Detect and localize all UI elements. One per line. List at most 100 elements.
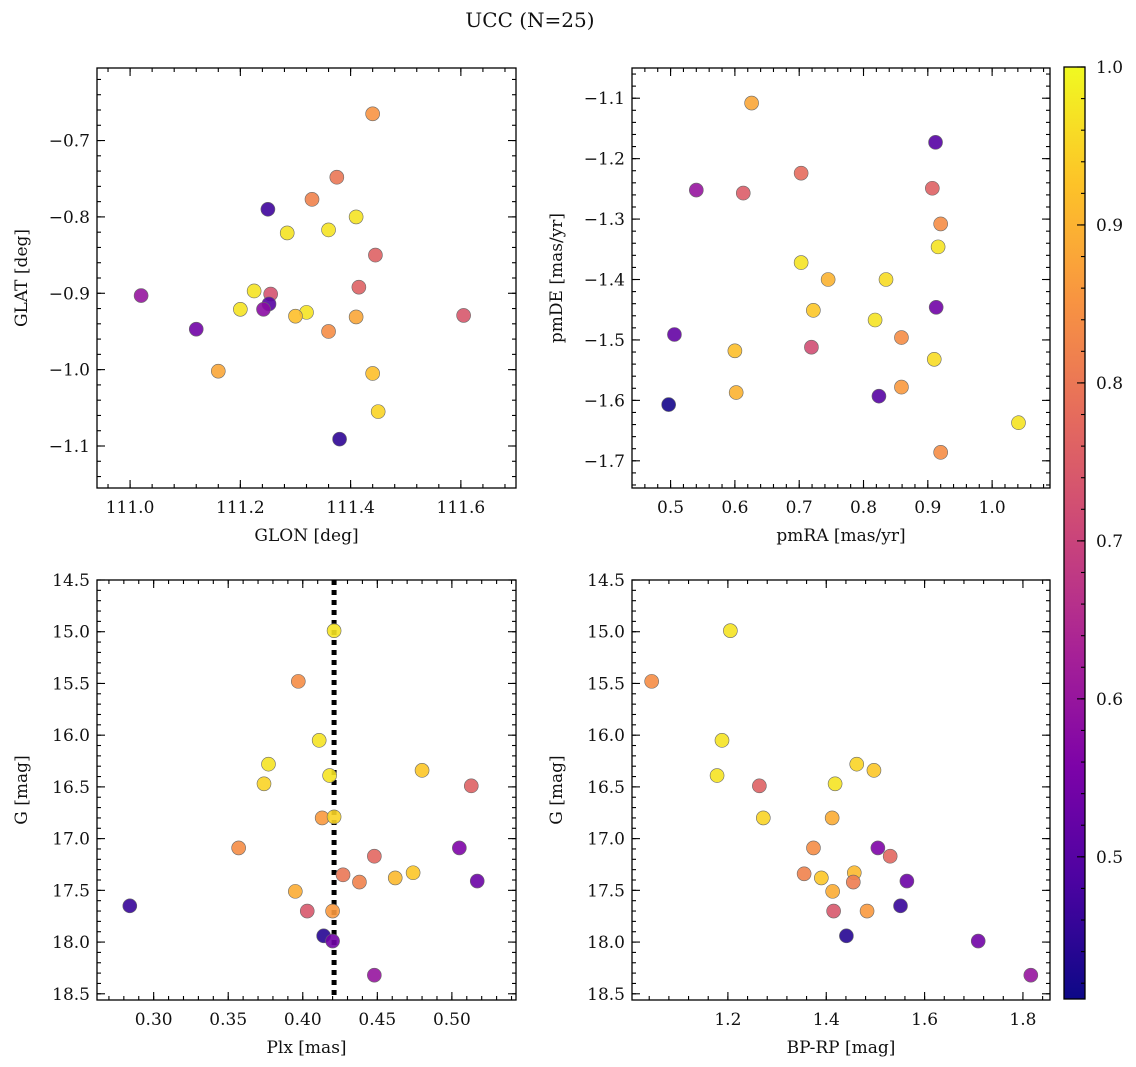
x-tick-label: 0.45 <box>358 1010 396 1030</box>
data-point <box>723 623 738 638</box>
data-point <box>321 324 336 339</box>
y-tick-label: −1.5 <box>584 331 625 351</box>
x-axis-label: pmRA [mas/yr] <box>776 526 905 546</box>
x-tick-label: 111.0 <box>106 498 155 518</box>
plot-frame <box>96 67 517 489</box>
data-point <box>793 165 809 181</box>
x-tick-label: 0.8 <box>850 498 877 518</box>
y-tick-label: 17.5 <box>587 881 625 901</box>
y-tick-label: −1.6 <box>584 391 625 411</box>
data-point <box>463 778 479 794</box>
y-tick-label: 18.5 <box>587 985 625 1005</box>
data-point <box>796 866 812 882</box>
data-point <box>735 185 751 201</box>
y-tick-label: 18.5 <box>52 985 90 1005</box>
y-tick-label: 14.5 <box>52 571 90 591</box>
data-point <box>806 303 821 318</box>
y-tick-label: 17.5 <box>52 881 90 901</box>
y-axis-label: G [mag] <box>12 755 32 824</box>
data-point <box>827 776 843 792</box>
data-point <box>839 928 854 944</box>
x-tick-label: 0.35 <box>209 1010 247 1030</box>
data-point <box>365 106 380 122</box>
data-point <box>867 312 883 328</box>
data-point <box>210 363 226 379</box>
data-point <box>348 309 364 325</box>
y-tick-label: 14.5 <box>587 571 625 591</box>
data-point <box>367 848 382 864</box>
y-tick-label: 18.0 <box>587 933 625 953</box>
data-point <box>894 330 909 345</box>
x-tick-label: 0.9 <box>914 498 941 518</box>
data-point <box>806 840 821 856</box>
data-point <box>304 192 320 207</box>
data-point <box>899 873 915 889</box>
y-axis-label: GLAT [deg] <box>12 229 32 327</box>
y-tick-label: 17.0 <box>52 830 90 850</box>
data-point <box>661 397 676 412</box>
data-point <box>926 351 942 367</box>
data-point <box>871 388 887 404</box>
colorbar-frame <box>1063 66 1086 1000</box>
data-point <box>256 302 271 317</box>
data-point <box>311 733 327 748</box>
data-point <box>728 385 744 400</box>
data-point <box>367 967 382 983</box>
data-point <box>825 884 840 899</box>
data-point <box>299 903 315 919</box>
data-point <box>882 848 898 864</box>
data-point <box>188 321 204 337</box>
panel-4: 1.2 1.4 1.6 1.8 14.5 15.0 15.5 16.0 16.5 17.0 17.5… <box>547 571 1051 1058</box>
colorbar-tick-label: 0.8 <box>1096 374 1123 394</box>
plot-frame <box>631 579 1051 1001</box>
x-tick-label: 111.2 <box>216 498 265 518</box>
data-point <box>814 870 829 886</box>
colorbar-tick-label: 0.5 <box>1096 848 1123 868</box>
y-tick-label: −1.3 <box>584 210 625 230</box>
data-point <box>793 255 809 270</box>
data-point <box>279 225 295 241</box>
y-tick-label: 15.0 <box>52 623 90 643</box>
x-axis-label: BP-RP [mag] <box>787 1038 896 1058</box>
data-point <box>414 763 430 778</box>
data-point <box>845 874 861 890</box>
panel-2: 0.5 0.6 0.7 0.8 0.9 1.0 −1.1 −1.2 −1.3 −1.4 −1.5 −1… <box>547 67 1051 546</box>
data-point <box>351 279 367 295</box>
data-point <box>689 182 704 198</box>
y-tick-label: −1.2 <box>584 150 625 170</box>
data-point <box>804 339 819 355</box>
data-point <box>933 216 948 232</box>
data-point <box>928 300 944 315</box>
y-tick-label: −1.1 <box>49 437 90 457</box>
y-tick-label: −1.1 <box>584 89 625 109</box>
data-point <box>820 272 836 287</box>
colorbar-tick-label: 1.0 <box>1096 58 1123 78</box>
y-axis-label: G [mag] <box>547 755 567 824</box>
data-point <box>970 933 986 949</box>
data-point <box>246 283 262 299</box>
x-tick-label: 111.4 <box>326 498 375 518</box>
x-axis-label: Plx [mas] <box>266 1038 346 1058</box>
colorbar-tick-label: 0.7 <box>1096 532 1123 552</box>
x-tick-label: 111.6 <box>437 498 486 518</box>
data-point <box>122 898 138 914</box>
x-axis-label: GLON [deg] <box>254 526 358 546</box>
data-point <box>352 874 367 890</box>
x-tick-label: 0.40 <box>284 1010 322 1030</box>
y-tick-label: 16.0 <box>52 726 90 746</box>
data-point <box>325 933 340 949</box>
y-tick-label: 16.5 <box>587 778 625 798</box>
scatter-panels: 111.0 111.2 111.4 111.6 −0.7 −0.8 −0.9 −1.0 −1.1… <box>12 67 1051 1058</box>
y-tick-label: 17.0 <box>587 830 625 850</box>
colorbar-tick-label: 0.6 <box>1096 690 1123 710</box>
y-tick-label: −1.0 <box>49 361 90 381</box>
data-point <box>752 778 767 794</box>
y-tick-label: 15.5 <box>52 674 90 694</box>
data-point <box>325 903 340 919</box>
y-tick-label: 15.5 <box>587 674 625 694</box>
data-point <box>933 445 948 460</box>
data-point <box>321 222 336 238</box>
data-point <box>870 840 886 856</box>
panel-3: 0.30 0.35 0.40 0.45 0.50 14.5 15.0 15.5 16.0 16.5… <box>12 571 517 1058</box>
